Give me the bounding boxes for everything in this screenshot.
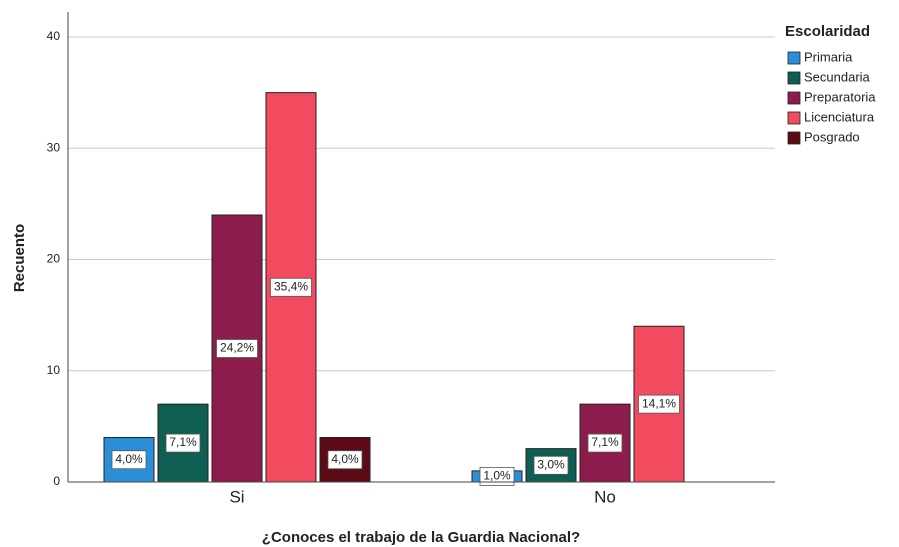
legend-label: Primaria [804, 49, 853, 64]
legend-swatch [787, 111, 801, 125]
legend-swatch [787, 51, 801, 65]
value-label: 24,2% [220, 341, 254, 355]
value-label-box [638, 394, 680, 414]
legend-swatch [787, 131, 801, 145]
value-label: 14,1% [642, 396, 676, 410]
value-label: 3,0% [537, 457, 565, 471]
value-label-box [111, 450, 147, 470]
value-label-box [270, 277, 312, 297]
legend-swatch [787, 91, 801, 105]
legend-label: Preparatoria [804, 89, 876, 104]
y-axis-label: Recuento [11, 224, 28, 292]
value-label: 4,0% [115, 452, 143, 466]
value-label: 7,1% [169, 435, 197, 449]
legend-swatch [787, 71, 801, 85]
value-label-box [216, 339, 258, 358]
value-label-box [327, 450, 363, 470]
y-tick-label: 0 [53, 474, 60, 488]
value-label-box [165, 433, 201, 453]
legend-title: Escolaridad [785, 23, 870, 40]
value-label-box [587, 433, 623, 453]
value-label: 35,4% [274, 279, 308, 293]
y-tick-label: 20 [47, 252, 61, 266]
legend-label: Secundaria [804, 69, 871, 84]
legend-label: Licenciatura [804, 109, 875, 124]
y-tick-label: 40 [47, 29, 61, 43]
value-label-box [479, 467, 515, 486]
value-label: 7,1% [591, 435, 619, 449]
x-tick-label: Si [229, 487, 244, 506]
y-tick-label: 30 [47, 140, 61, 154]
y-tick-label: 10 [47, 363, 61, 377]
x-tick-label: No [594, 487, 616, 506]
value-label: 1,0% [483, 469, 511, 483]
x-axis-label: ¿Conoces el trabajo de la Guardia Nacion… [262, 529, 580, 546]
value-label: 4,0% [331, 452, 359, 466]
legend-label: Posgrado [804, 129, 860, 144]
value-label-box [533, 455, 569, 475]
